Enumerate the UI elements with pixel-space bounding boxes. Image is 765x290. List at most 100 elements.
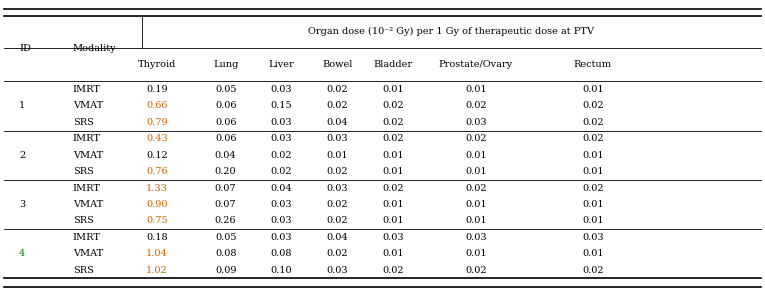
Text: 0.19: 0.19 [146, 85, 168, 94]
Text: VMAT: VMAT [73, 151, 103, 160]
Text: 0.02: 0.02 [327, 249, 348, 258]
Text: 0.01: 0.01 [327, 151, 348, 160]
Text: Rectum: Rectum [574, 60, 612, 69]
Text: 0.03: 0.03 [327, 184, 348, 193]
Text: 0.03: 0.03 [327, 266, 348, 275]
Text: 0.03: 0.03 [465, 118, 487, 127]
Text: 0.43: 0.43 [146, 134, 168, 143]
Text: 0.02: 0.02 [382, 101, 404, 110]
Text: Lung: Lung [213, 60, 239, 69]
Text: 0.10: 0.10 [271, 266, 292, 275]
Text: 0.01: 0.01 [582, 85, 604, 94]
Text: 2: 2 [19, 151, 25, 160]
Text: 0.01: 0.01 [582, 200, 604, 209]
Text: 0.04: 0.04 [271, 184, 292, 193]
Text: 1: 1 [19, 101, 25, 110]
Text: 0.01: 0.01 [382, 200, 404, 209]
Text: 0.05: 0.05 [215, 85, 236, 94]
Text: 1.04: 1.04 [146, 249, 168, 258]
Text: 0.02: 0.02 [382, 184, 404, 193]
Text: 0.02: 0.02 [327, 167, 348, 176]
Text: 0.75: 0.75 [146, 216, 168, 225]
Text: 0.02: 0.02 [382, 118, 404, 127]
Text: 0.03: 0.03 [382, 233, 404, 242]
Text: 0.03: 0.03 [465, 233, 487, 242]
Text: 0.02: 0.02 [465, 134, 487, 143]
Text: 0.01: 0.01 [382, 167, 404, 176]
Text: 0.26: 0.26 [215, 216, 236, 225]
Text: 0.01: 0.01 [582, 216, 604, 225]
Text: 0.06: 0.06 [215, 134, 236, 143]
Text: 0.66: 0.66 [146, 101, 168, 110]
Text: 0.03: 0.03 [327, 134, 348, 143]
Text: 0.07: 0.07 [215, 184, 236, 193]
Text: VMAT: VMAT [73, 249, 103, 258]
Text: 0.01: 0.01 [465, 216, 487, 225]
Text: 0.01: 0.01 [382, 249, 404, 258]
Text: 0.02: 0.02 [582, 101, 604, 110]
Text: 0.01: 0.01 [582, 151, 604, 160]
Text: 0.02: 0.02 [582, 266, 604, 275]
Text: 0.06: 0.06 [215, 118, 236, 127]
Text: 0.01: 0.01 [582, 249, 604, 258]
Text: IMRT: IMRT [73, 233, 101, 242]
Text: 0.76: 0.76 [146, 167, 168, 176]
Text: 0.03: 0.03 [271, 233, 292, 242]
Text: VMAT: VMAT [73, 101, 103, 110]
Text: 0.02: 0.02 [382, 134, 404, 143]
Text: 0.01: 0.01 [382, 85, 404, 94]
Text: 0.01: 0.01 [465, 249, 487, 258]
Text: 0.02: 0.02 [582, 134, 604, 143]
Text: 0.02: 0.02 [271, 167, 292, 176]
Text: ID: ID [19, 44, 31, 53]
Text: SRS: SRS [73, 266, 93, 275]
Text: 0.03: 0.03 [271, 85, 292, 94]
Text: SRS: SRS [73, 216, 93, 225]
Text: 0.20: 0.20 [215, 167, 236, 176]
Text: 0.90: 0.90 [146, 200, 168, 209]
Text: IMRT: IMRT [73, 184, 101, 193]
Text: 0.02: 0.02 [271, 151, 292, 160]
Text: 3: 3 [19, 200, 25, 209]
Text: 0.79: 0.79 [146, 118, 168, 127]
Text: 4: 4 [19, 249, 25, 258]
Text: 0.02: 0.02 [382, 266, 404, 275]
Text: 0.07: 0.07 [215, 200, 236, 209]
Text: 0.02: 0.02 [327, 200, 348, 209]
Text: 0.02: 0.02 [327, 101, 348, 110]
Text: 0.03: 0.03 [271, 216, 292, 225]
Text: 0.01: 0.01 [382, 151, 404, 160]
Text: 0.01: 0.01 [465, 200, 487, 209]
Text: 0.04: 0.04 [215, 151, 236, 160]
Text: 0.03: 0.03 [271, 134, 292, 143]
Text: IMRT: IMRT [73, 85, 101, 94]
Text: 0.04: 0.04 [327, 118, 348, 127]
Text: 0.06: 0.06 [215, 101, 236, 110]
Text: 0.12: 0.12 [146, 151, 168, 160]
Text: 1.02: 1.02 [146, 266, 168, 275]
Text: 0.08: 0.08 [215, 249, 236, 258]
Text: 0.01: 0.01 [465, 151, 487, 160]
Text: 0.01: 0.01 [382, 216, 404, 225]
Text: Liver: Liver [269, 60, 295, 69]
Text: 0.02: 0.02 [465, 101, 487, 110]
Text: SRS: SRS [73, 167, 93, 176]
Text: Prostate/Ovary: Prostate/Ovary [439, 60, 513, 69]
Text: 0.02: 0.02 [327, 85, 348, 94]
Text: 0.09: 0.09 [215, 266, 236, 275]
Text: 0.02: 0.02 [327, 216, 348, 225]
Text: Organ dose (10⁻² Gy) per 1 Gy of therapeutic dose at PTV: Organ dose (10⁻² Gy) per 1 Gy of therape… [308, 27, 594, 37]
Text: 0.02: 0.02 [465, 266, 487, 275]
Text: Bowel: Bowel [322, 60, 353, 69]
Text: 0.02: 0.02 [582, 118, 604, 127]
Text: Thyroid: Thyroid [138, 60, 176, 69]
Text: 0.03: 0.03 [271, 118, 292, 127]
Text: 0.05: 0.05 [215, 233, 236, 242]
Text: VMAT: VMAT [73, 200, 103, 209]
Text: SRS: SRS [73, 118, 93, 127]
Text: 0.18: 0.18 [146, 233, 168, 242]
Text: Bladder: Bladder [373, 60, 413, 69]
Text: 0.01: 0.01 [465, 85, 487, 94]
Text: Modality: Modality [73, 44, 116, 53]
Text: IMRT: IMRT [73, 134, 101, 143]
